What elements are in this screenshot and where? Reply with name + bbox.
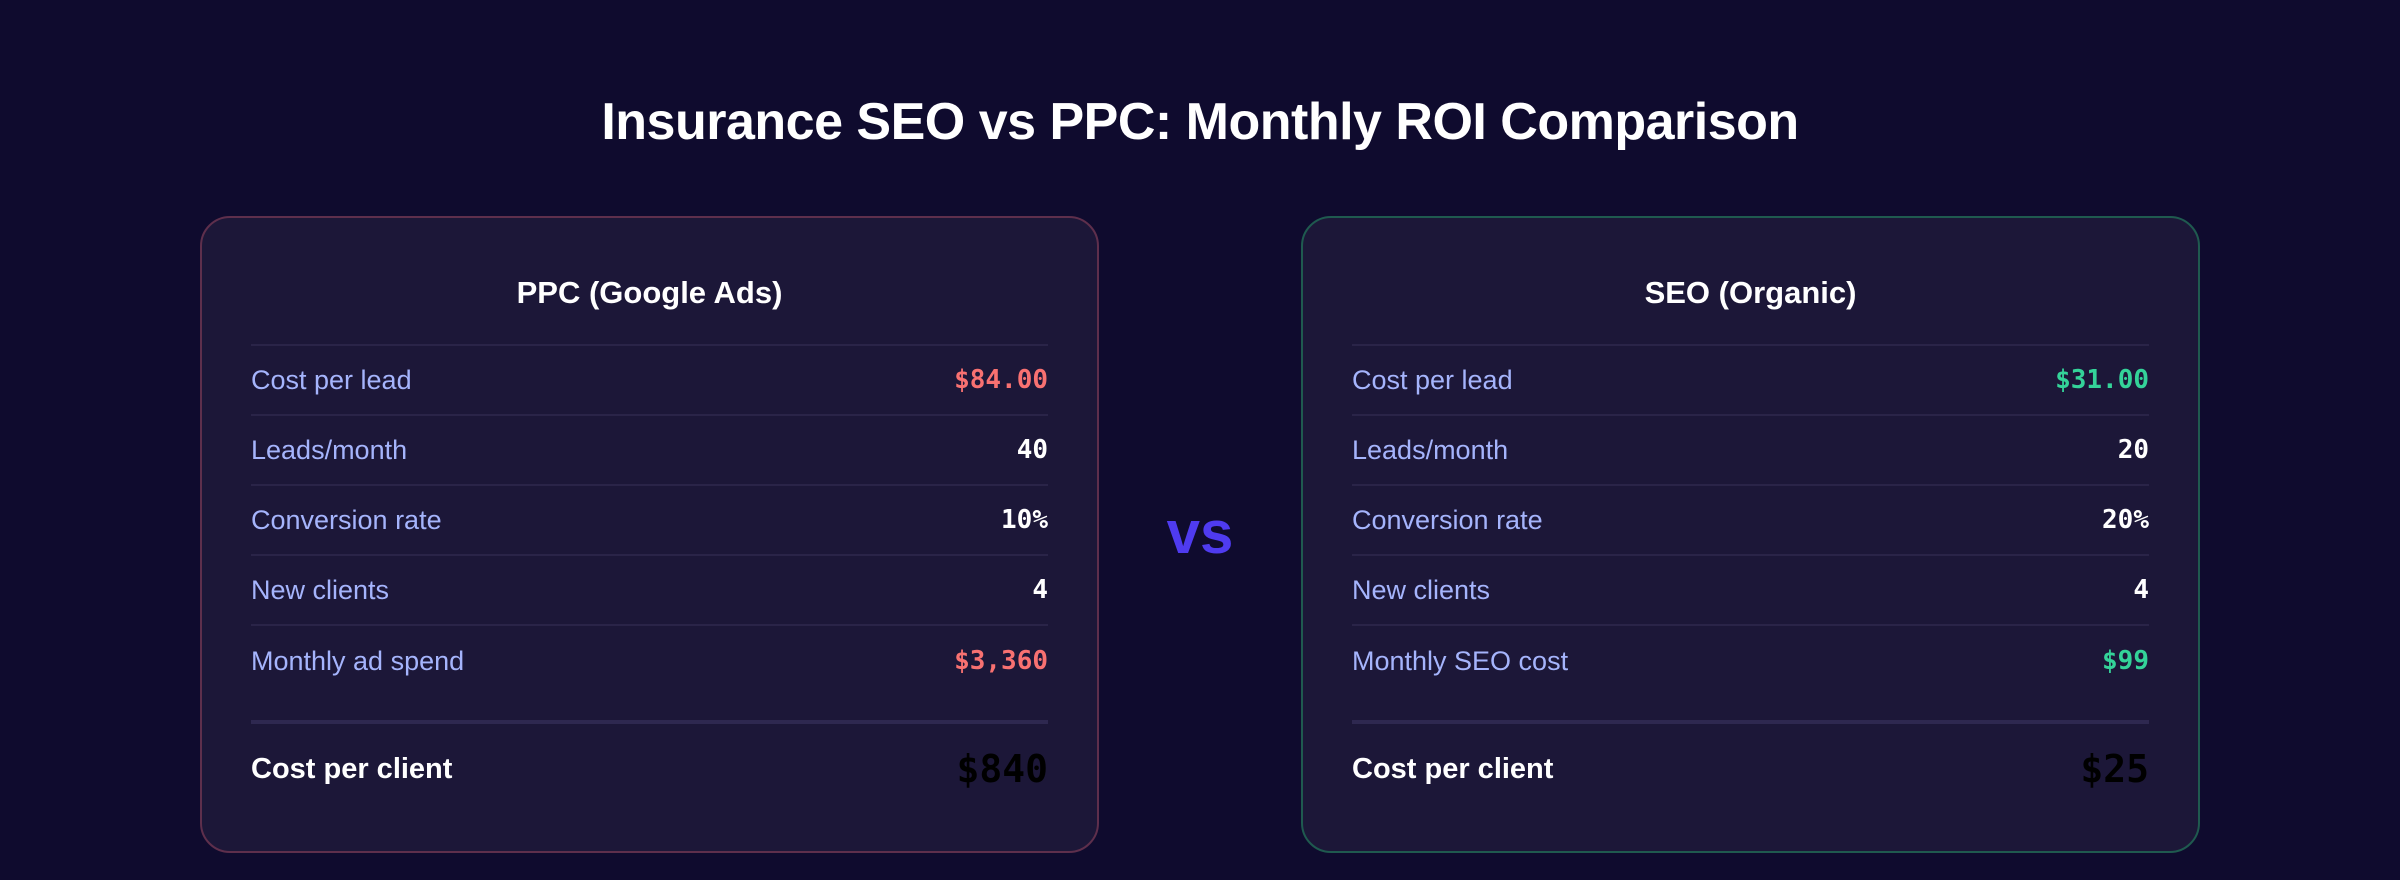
metric-row: New clients 4 bbox=[251, 556, 1048, 626]
page-title: Insurance SEO vs PPC: Monthly ROI Compar… bbox=[601, 93, 1799, 151]
metric-label: Conversion rate bbox=[251, 504, 442, 535]
card-title: SEO (Organic) bbox=[1352, 218, 2149, 346]
ppc-card: PPC (Google Ads) Cost per lead $84.00 Lead… bbox=[200, 216, 1099, 853]
metric-row: Conversion rate 20% bbox=[1352, 486, 2149, 556]
metric-row: Leads/month 20 bbox=[1352, 416, 2149, 486]
metric-value: 20% bbox=[2102, 505, 2149, 535]
metric-label: Cost per lead bbox=[1352, 364, 1513, 395]
total-row: Cost per client $840 bbox=[251, 724, 1048, 814]
metric-row: Leads/month 40 bbox=[251, 416, 1048, 486]
total-label: Cost per client bbox=[251, 752, 453, 785]
metric-value: $31.00 bbox=[2055, 365, 2149, 395]
metric-value: 20 bbox=[2117, 435, 2149, 465]
metric-value: $3,360 bbox=[954, 646, 1048, 676]
metric-row: New clients 4 bbox=[1352, 556, 2149, 626]
metric-value: 40 bbox=[1016, 435, 1048, 465]
metric-label: Monthly ad spend bbox=[251, 645, 465, 676]
metric-value: 4 bbox=[1032, 575, 1048, 605]
metric-value: 10% bbox=[1001, 505, 1048, 535]
total-value: $840 bbox=[956, 747, 1048, 791]
total-row: Cost per client $25 bbox=[1352, 724, 2149, 814]
metric-label: Leads/month bbox=[1352, 434, 1509, 465]
metric-row: Monthly SEO cost $99 bbox=[1352, 626, 2149, 696]
metric-value: $99 bbox=[2102, 646, 2149, 676]
total-label: Cost per client bbox=[1352, 752, 1554, 785]
metric-row: Cost per lead $84.00 bbox=[251, 346, 1048, 416]
metric-label: Cost per lead bbox=[251, 364, 412, 395]
total-value: $25 bbox=[2080, 747, 2149, 791]
seo-card: SEO (Organic) Cost per lead $31.00 Leads/m… bbox=[1301, 216, 2200, 853]
metric-label: Leads/month bbox=[251, 434, 408, 465]
card-title: PPC (Google Ads) bbox=[251, 218, 1048, 346]
metric-value: 4 bbox=[2133, 575, 2149, 605]
metric-row: Conversion rate 10% bbox=[251, 486, 1048, 556]
divider bbox=[251, 720, 1048, 724]
metric-value: $84.00 bbox=[954, 365, 1048, 395]
metric-label: New clients bbox=[251, 574, 390, 605]
vs-label: vs bbox=[1166, 499, 1234, 566]
metric-label: Conversion rate bbox=[1352, 504, 1543, 535]
metric-row: Monthly ad spend $3,360 bbox=[251, 626, 1048, 696]
divider bbox=[1352, 720, 2149, 724]
metric-label: Monthly SEO cost bbox=[1352, 645, 1569, 676]
metric-row: Cost per lead $31.00 bbox=[1352, 346, 2149, 416]
metric-label: New clients bbox=[1352, 574, 1491, 605]
